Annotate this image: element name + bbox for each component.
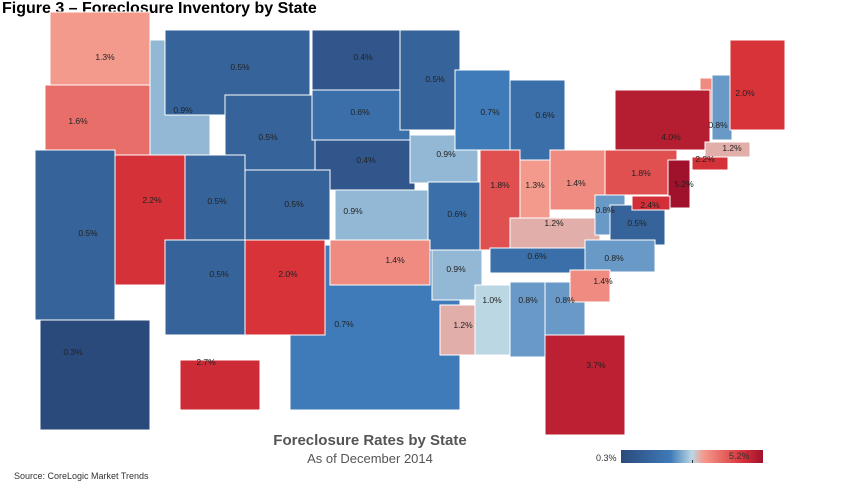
state-rate-label: 1.4% [566,178,586,188]
state-rate-label: 1.8% [490,180,510,190]
state-region [49,11,151,88]
state-rate-label: 0.6% [350,107,370,117]
state-rate-label: 0.9% [173,105,193,115]
state-rate-label: 0.9% [446,264,466,274]
state-rate-label: 1.3% [525,180,545,190]
legend-color-bar [621,450,763,463]
state-rate-label: 0.3% [63,347,83,357]
state-rate-label: 1.6% [68,116,88,126]
state-rate-label: 3.7% [586,360,606,370]
state-rate-label: 1.0% [482,295,502,305]
state-rate-label: 0.7% [480,107,500,117]
state-region [509,281,546,358]
state-rate-label: 1.2% [453,320,473,330]
state-rate-label: 0.5% [209,269,229,279]
state-region [614,89,711,151]
state-region [431,249,483,301]
state-region [334,189,431,241]
state-region [729,39,786,131]
state-region [244,169,331,241]
state-region [454,69,511,151]
state-rate-label: 1.4% [593,276,613,286]
state-region [329,239,431,286]
state-rate-label: 0.5% [230,62,250,72]
state-region [164,239,246,336]
state-rate-label: 1.2% [544,218,564,228]
state-rate-label: 0.5% [207,196,227,206]
state-rate-label: 2.2% [695,154,715,164]
state-rate-label: 0.9% [436,149,456,159]
source-note: Source: CoreLogic Market Trends [14,471,149,481]
state-region [244,239,326,336]
state-rate-label: 0.6% [527,251,547,261]
legend-max-label: 5.2% [729,451,750,461]
map-title: Foreclosure Rates by State [273,432,467,449]
state-region [179,359,261,411]
state-rate-label: 4.0% [661,132,681,142]
state-rate-label: 0.8% [518,295,538,305]
state-rate-label: 1.2% [722,143,742,153]
state-region [584,239,656,273]
state-region [314,139,416,191]
state-rate-label: 0.5% [425,74,445,84]
state-rate-label: 2.0% [278,269,298,279]
state-region [427,181,484,251]
state-rate-label: 0.4% [353,52,373,62]
legend-min-label: 0.3% [596,453,617,463]
state-region [711,74,733,141]
state-rate-label: 0.8% [595,205,615,215]
state-region [631,195,671,211]
state-rate-label: 0.9% [343,206,363,216]
state-rate-label: 0.8% [708,120,728,130]
state-region [474,284,511,356]
state-region [44,84,156,161]
state-rate-label: 0.6% [447,209,467,219]
state-region [609,204,666,246]
state-rate-label: 0.4% [356,155,376,165]
state-region [667,159,691,209]
state-rate-label: 1.3% [95,52,115,62]
state-region [399,29,461,131]
state-rate-label: 0.5% [627,218,647,228]
state-region [569,269,611,303]
legend-tick [692,460,693,463]
state-rate-label: 0.8% [555,295,575,305]
state-rate-label: 1.4% [385,255,405,265]
state-rate-label: 2.4% [640,200,660,210]
state-rate-label: 1.8% [631,168,651,178]
map-subtitle: As of December 2014 [307,451,433,466]
state-region [604,149,678,196]
state-rate-label: 5.2% [674,179,694,189]
state-rate-label: 0.5% [258,132,278,142]
state-rate-label: 2.0% [735,88,755,98]
state-region [34,149,116,321]
state-rate-label: 2.7% [196,357,216,367]
state-region [109,154,186,286]
state-region [519,159,551,226]
state-region [691,156,729,171]
state-rate-label: 0.5% [284,199,304,209]
state-rate-label: 0.5% [78,228,98,238]
state-region [39,319,151,431]
state-rate-label: 0.8% [604,253,624,263]
state-region [544,334,626,436]
state-rate-label: 2.2% [142,195,162,205]
state-rate-label: 0.6% [535,110,555,120]
state-rate-label: 0.7% [334,319,354,329]
